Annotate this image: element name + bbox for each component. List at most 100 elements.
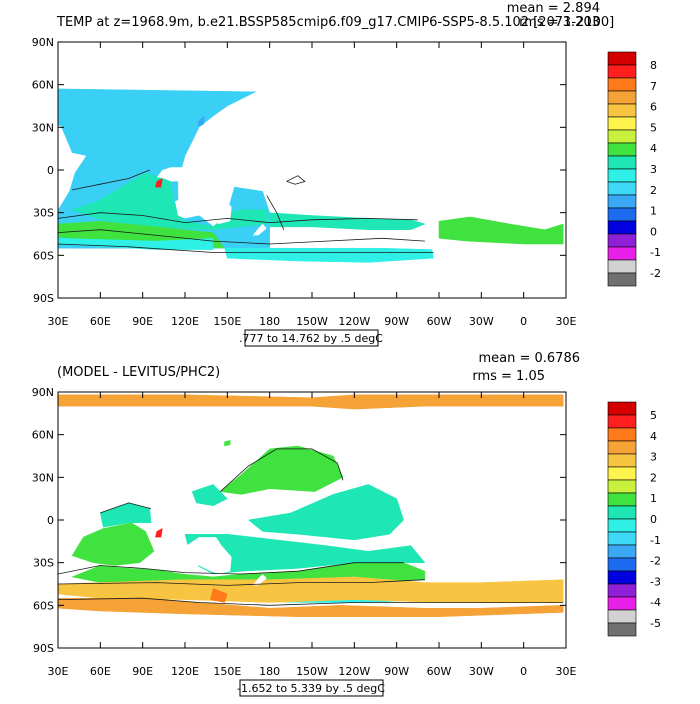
land-mask [252,224,267,236]
x-tick-label: 60W [427,665,452,678]
x-tick-label: 90W [384,315,409,328]
colorbar-swatch [607,168,637,183]
x-tick-label: 120W [338,315,370,328]
colorbar-swatch [607,557,637,572]
colorbar-label: 4 [650,430,657,443]
mean-label: mean = 0.6786 [478,351,580,366]
contour-line [58,243,434,253]
contour-line [0,457,23,466]
map-title: TEMP at z=1968.9m, b.e21.BSSP585cmip6.f0… [56,15,614,30]
x-tick-label: 150W [296,315,328,328]
colorbar-swatch [607,622,637,637]
colorbar-label: 7 [650,80,657,93]
colorbar-swatch [607,220,637,235]
y-tick-label: 60S [33,249,54,262]
colorbar-swatch [607,466,637,481]
field-region [438,216,564,245]
colorbar-swatch [607,64,637,79]
panel-model-minus-levitus: 30E 60E 90E 120E 150E 180 150W 120W 90W 60W 30W 0 30… [0,350,700,700]
colorbar-swatch [607,194,637,209]
land-mask [156,517,185,532]
land-mask [175,537,232,574]
y-tick-label: 0 [47,514,54,527]
colorbar-swatch [607,414,637,429]
contour-line [58,229,425,245]
y-tick-label: 60S [33,599,54,612]
field-region [0,457,23,474]
field-region [210,587,228,603]
colorbar-swatch [607,129,637,144]
y-tick-label: 60N [32,79,54,92]
x-tick-label: 150E [213,665,241,678]
colorbar-label: 2 [650,184,657,197]
land-mask [252,574,267,586]
field-region [269,212,426,230]
colorbar-swatch [607,609,637,624]
colorbar-swatch [607,142,637,157]
field-region [191,484,228,507]
contour-line [58,562,404,575]
contour-range-label: -1.652 to 5.339 by .5 degC [237,682,385,695]
colorbar-swatch [607,77,637,92]
colorbar-label: 2 [650,471,657,484]
field-region [0,423,41,562]
x-tick-label: 90E [132,315,153,328]
contour-line [58,584,59,586]
colorbar-swatch [607,596,637,611]
contour-line [220,448,344,492]
land-mask [58,125,87,210]
contour-line [100,502,152,514]
map-model-minus-levitus: 30E 60E 90E 120E 150E 180 150W 120W 90W 60W 30W 0 30… [0,351,661,697]
field-region [155,528,163,538]
colorbar-label: 5 [650,409,657,422]
x-tick-label: 30E [48,315,69,328]
x-tick-label: 120W [338,665,370,678]
contour-line [58,597,564,606]
x-tick-label: 30E [556,315,577,328]
colorbar-label: 5 [650,121,657,134]
colorbar-swatch [607,103,637,118]
field-region [224,247,434,263]
colorbar-label: 3 [650,163,657,176]
field-region [197,115,206,127]
x-tick-label: 180 [259,315,280,328]
field-region [155,178,163,188]
y-tick-label: 30N [32,471,54,484]
map-title: (MODEL - LEVITUS/PHC2) [57,365,220,380]
colorbar-swatch [607,544,637,559]
x-tick-label: 60E [90,665,111,678]
colorbar-swatch [607,155,637,170]
colorbar-swatch [607,181,637,196]
colorbar-swatch [607,440,637,455]
x-tick-label: 60E [90,315,111,328]
field-region [33,112,39,116]
colorbar: 5 4 3 2 1 0 -1 -2 -3 -4 -5 [607,401,661,637]
map-model-temp: 30E 60E 90E 120E 150E 180 150W 120W 90W 60W 30W 0 30… [0,1,661,347]
colorbar-swatch [607,116,637,131]
x-tick-label: 0 [520,665,527,678]
colorbar-swatch [607,505,637,520]
colorbar-label: 0 [650,513,657,526]
colorbar-swatch [607,90,637,105]
colorbar-label: 0 [650,225,657,238]
x-tick-label: 0 [520,315,527,328]
x-tick-label: 30E [556,665,577,678]
x-tick-label: 30W [469,315,494,328]
colorbar-label: -4 [650,596,661,609]
colorbar-label: -1 [650,534,661,547]
rms-label: rms = 1.05 [472,369,545,384]
colorbar-swatch [607,259,637,274]
field-region [2,442,30,461]
land-mask [156,167,185,182]
x-tick-label: 120E [171,665,199,678]
x-tick-label: 90W [384,665,409,678]
field-region [0,116,2,134]
y-tick-label: 0 [47,164,54,177]
y-tick-label: 60N [32,429,54,442]
colorbar-label: -5 [650,617,661,630]
x-tick-label: 150W [296,665,328,678]
colorbar-swatch [607,51,637,66]
colorbar-swatch [607,207,637,222]
land-mask [175,187,232,224]
x-tick-label: 90E [132,665,153,678]
